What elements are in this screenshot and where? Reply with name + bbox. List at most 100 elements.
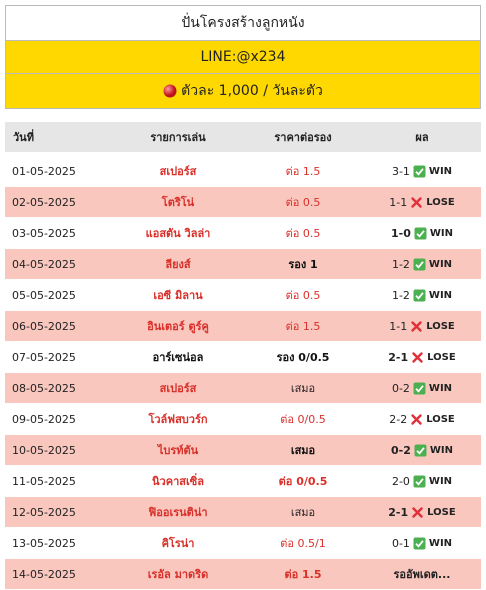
results-table: วันที่ รายการเล่น ราคาต่อรอง ผล 01-05-20… bbox=[5, 122, 481, 590]
table-row: 11-05-2025 นิวคาสเซิ่ล ต่อ 0/0.5 2-0 WIN bbox=[5, 466, 481, 497]
team: โวล์ฟสบวร์ก bbox=[148, 413, 208, 426]
team: คิโรน่า bbox=[161, 537, 195, 550]
odds: ต่อ 0.5 bbox=[285, 227, 321, 240]
table-row: 02-05-2025 โตริโน่ ต่อ 0.5 1-1 LOSE bbox=[5, 187, 481, 218]
odds: ต่อ 0/0.5 bbox=[280, 413, 326, 426]
odds: รอง 1 bbox=[288, 258, 318, 271]
result-icon bbox=[414, 227, 427, 239]
table-row: 10-05-2025 ไบรท์ตัน เสมอ 0-2 WIN bbox=[5, 435, 481, 466]
score: 0-2 bbox=[391, 381, 410, 395]
result-cell: 0-1 WIN bbox=[363, 537, 481, 550]
header-cell: ราคาต่อรอง bbox=[274, 131, 332, 144]
result: WIN bbox=[428, 382, 453, 394]
score: 2-1 bbox=[388, 350, 409, 364]
date: 12-05-2025 bbox=[12, 505, 76, 519]
odds: ต่อ 0.5 bbox=[285, 289, 321, 302]
result-cell: 1-2 WIN bbox=[363, 258, 481, 271]
date: 01-05-2025 bbox=[12, 164, 76, 178]
table-row: 13-05-2025 คิโรน่า ต่อ 0.5/1 0-1 WIN bbox=[5, 528, 481, 559]
price-text: ตัวละ 1,000 / วันละตัว bbox=[181, 83, 323, 99]
date: 10-05-2025 bbox=[12, 443, 76, 457]
status: รออัพเดต... bbox=[393, 568, 451, 581]
red-ball bbox=[163, 84, 177, 98]
odds: ต่อ 1.5 bbox=[284, 568, 322, 581]
date: 14-05-2025 bbox=[12, 567, 76, 581]
result-cell: รออัพเดต... bbox=[363, 565, 481, 583]
odds: ต่อ 0.5/1 bbox=[280, 537, 326, 550]
score: 1-2 bbox=[391, 288, 410, 302]
date: 04-05-2025 bbox=[12, 257, 76, 271]
odds: ต่อ 1.5 bbox=[285, 165, 321, 178]
date: 08-05-2025 bbox=[12, 381, 76, 395]
result-icon bbox=[411, 320, 422, 332]
team: อาร์เซน่อล bbox=[152, 351, 204, 364]
result: WIN bbox=[428, 165, 453, 177]
score: 1-1 bbox=[389, 195, 408, 209]
title-box: ปั่นโครงสร้างลูกหนัง bbox=[5, 5, 481, 41]
table-row: 14-05-2025 เรอัล มาดริด ต่อ 1.5 รออัพเดต... bbox=[5, 559, 481, 590]
score: 1-2 bbox=[391, 257, 410, 271]
date: 05-05-2025 bbox=[12, 288, 76, 302]
result: WIN bbox=[428, 289, 453, 301]
table-row: 08-05-2025 สเปอร์ส เสมอ 0-2 WIN bbox=[5, 373, 481, 404]
table-row: 05-05-2025 เอซี มิลาน ต่อ 0.5 1-2 WIN bbox=[5, 280, 481, 311]
odds: ต่อ 0/0.5 bbox=[278, 475, 328, 488]
header-cell: รายการเล่น bbox=[150, 131, 206, 144]
team: นิวคาสเซิ่ล bbox=[152, 475, 204, 488]
score: 2-1 bbox=[388, 505, 409, 519]
team: ฟิออเรนติน่า bbox=[148, 506, 208, 519]
table-row: 04-05-2025 ลียงส์ รอง 1 1-2 WIN bbox=[5, 249, 481, 280]
result-icon bbox=[411, 413, 422, 425]
result-cell: 2-2 LOSE bbox=[363, 413, 481, 426]
date: 03-05-2025 bbox=[12, 226, 76, 240]
team: โตริโน่ bbox=[161, 196, 195, 209]
result: LOSE bbox=[427, 351, 456, 363]
result-icon bbox=[413, 258, 426, 270]
result-cell: 1-1 LOSE bbox=[363, 196, 481, 209]
result-icon bbox=[412, 506, 423, 518]
team: สเปอร์ส bbox=[159, 165, 197, 178]
date: 02-05-2025 bbox=[12, 195, 76, 209]
result-cell: 1-2 WIN bbox=[363, 289, 481, 302]
date: 06-05-2025 bbox=[12, 319, 76, 333]
line-box: LINE:@x234 bbox=[5, 40, 481, 74]
header-cell: ผล bbox=[415, 131, 429, 144]
result: LOSE bbox=[427, 506, 456, 518]
result: WIN bbox=[428, 537, 453, 549]
team: ไบรท์ตัน bbox=[157, 444, 199, 457]
team: สเปอร์ส bbox=[159, 382, 197, 395]
odds: ต่อ 1.5 bbox=[285, 320, 321, 333]
score: 0-2 bbox=[391, 443, 411, 457]
result-cell: 0-2 WIN bbox=[363, 382, 481, 395]
result-icon bbox=[413, 382, 426, 394]
price-box: ตัวละ 1,000 / วันละตัว bbox=[5, 73, 481, 109]
odds: เสมอ bbox=[290, 444, 316, 457]
date: 07-05-2025 bbox=[12, 350, 76, 364]
odds: ต่อ 0.5 bbox=[285, 196, 321, 209]
result: LOSE bbox=[426, 413, 455, 425]
team: ลียงส์ bbox=[165, 258, 191, 271]
title: ปั่นโครงสร้างลูกหนัง bbox=[181, 15, 305, 31]
result-icon bbox=[413, 475, 426, 487]
date: 09-05-2025 bbox=[12, 412, 76, 426]
score: 2-2 bbox=[389, 412, 408, 426]
date: 13-05-2025 bbox=[12, 536, 76, 550]
result-cell: 0-2 WIN bbox=[363, 444, 481, 457]
result-icon bbox=[413, 289, 426, 301]
result-cell: 1-0 WIN bbox=[363, 227, 481, 240]
header-cell: วันที่ bbox=[13, 131, 34, 144]
table-row: 06-05-2025 อินเตอร์ ตูร์คู ต่อ 1.5 1-1 LOSE bbox=[5, 311, 481, 342]
result: WIN bbox=[429, 227, 453, 239]
table-row: 03-05-2025 แอสตัน วิลล่า ต่อ 0.5 1-0 WIN bbox=[5, 218, 481, 249]
team: เอซี มิลาน bbox=[153, 289, 203, 302]
result-cell: 1-1 LOSE bbox=[363, 320, 481, 333]
result: WIN bbox=[428, 475, 453, 487]
line-id: LINE:@x234 bbox=[200, 49, 286, 65]
score: 2-0 bbox=[391, 474, 410, 488]
result: LOSE bbox=[426, 196, 455, 208]
team: เรอัล มาดริด bbox=[147, 568, 209, 581]
score: 1-1 bbox=[389, 319, 408, 333]
score: 3-1 bbox=[391, 164, 410, 178]
table-header: วันที่ รายการเล่น ราคาต่อรอง ผล bbox=[5, 122, 481, 153]
table-row: 12-05-2025 ฟิออเรนติน่า เสมอ 2-1 LOSE bbox=[5, 497, 481, 528]
